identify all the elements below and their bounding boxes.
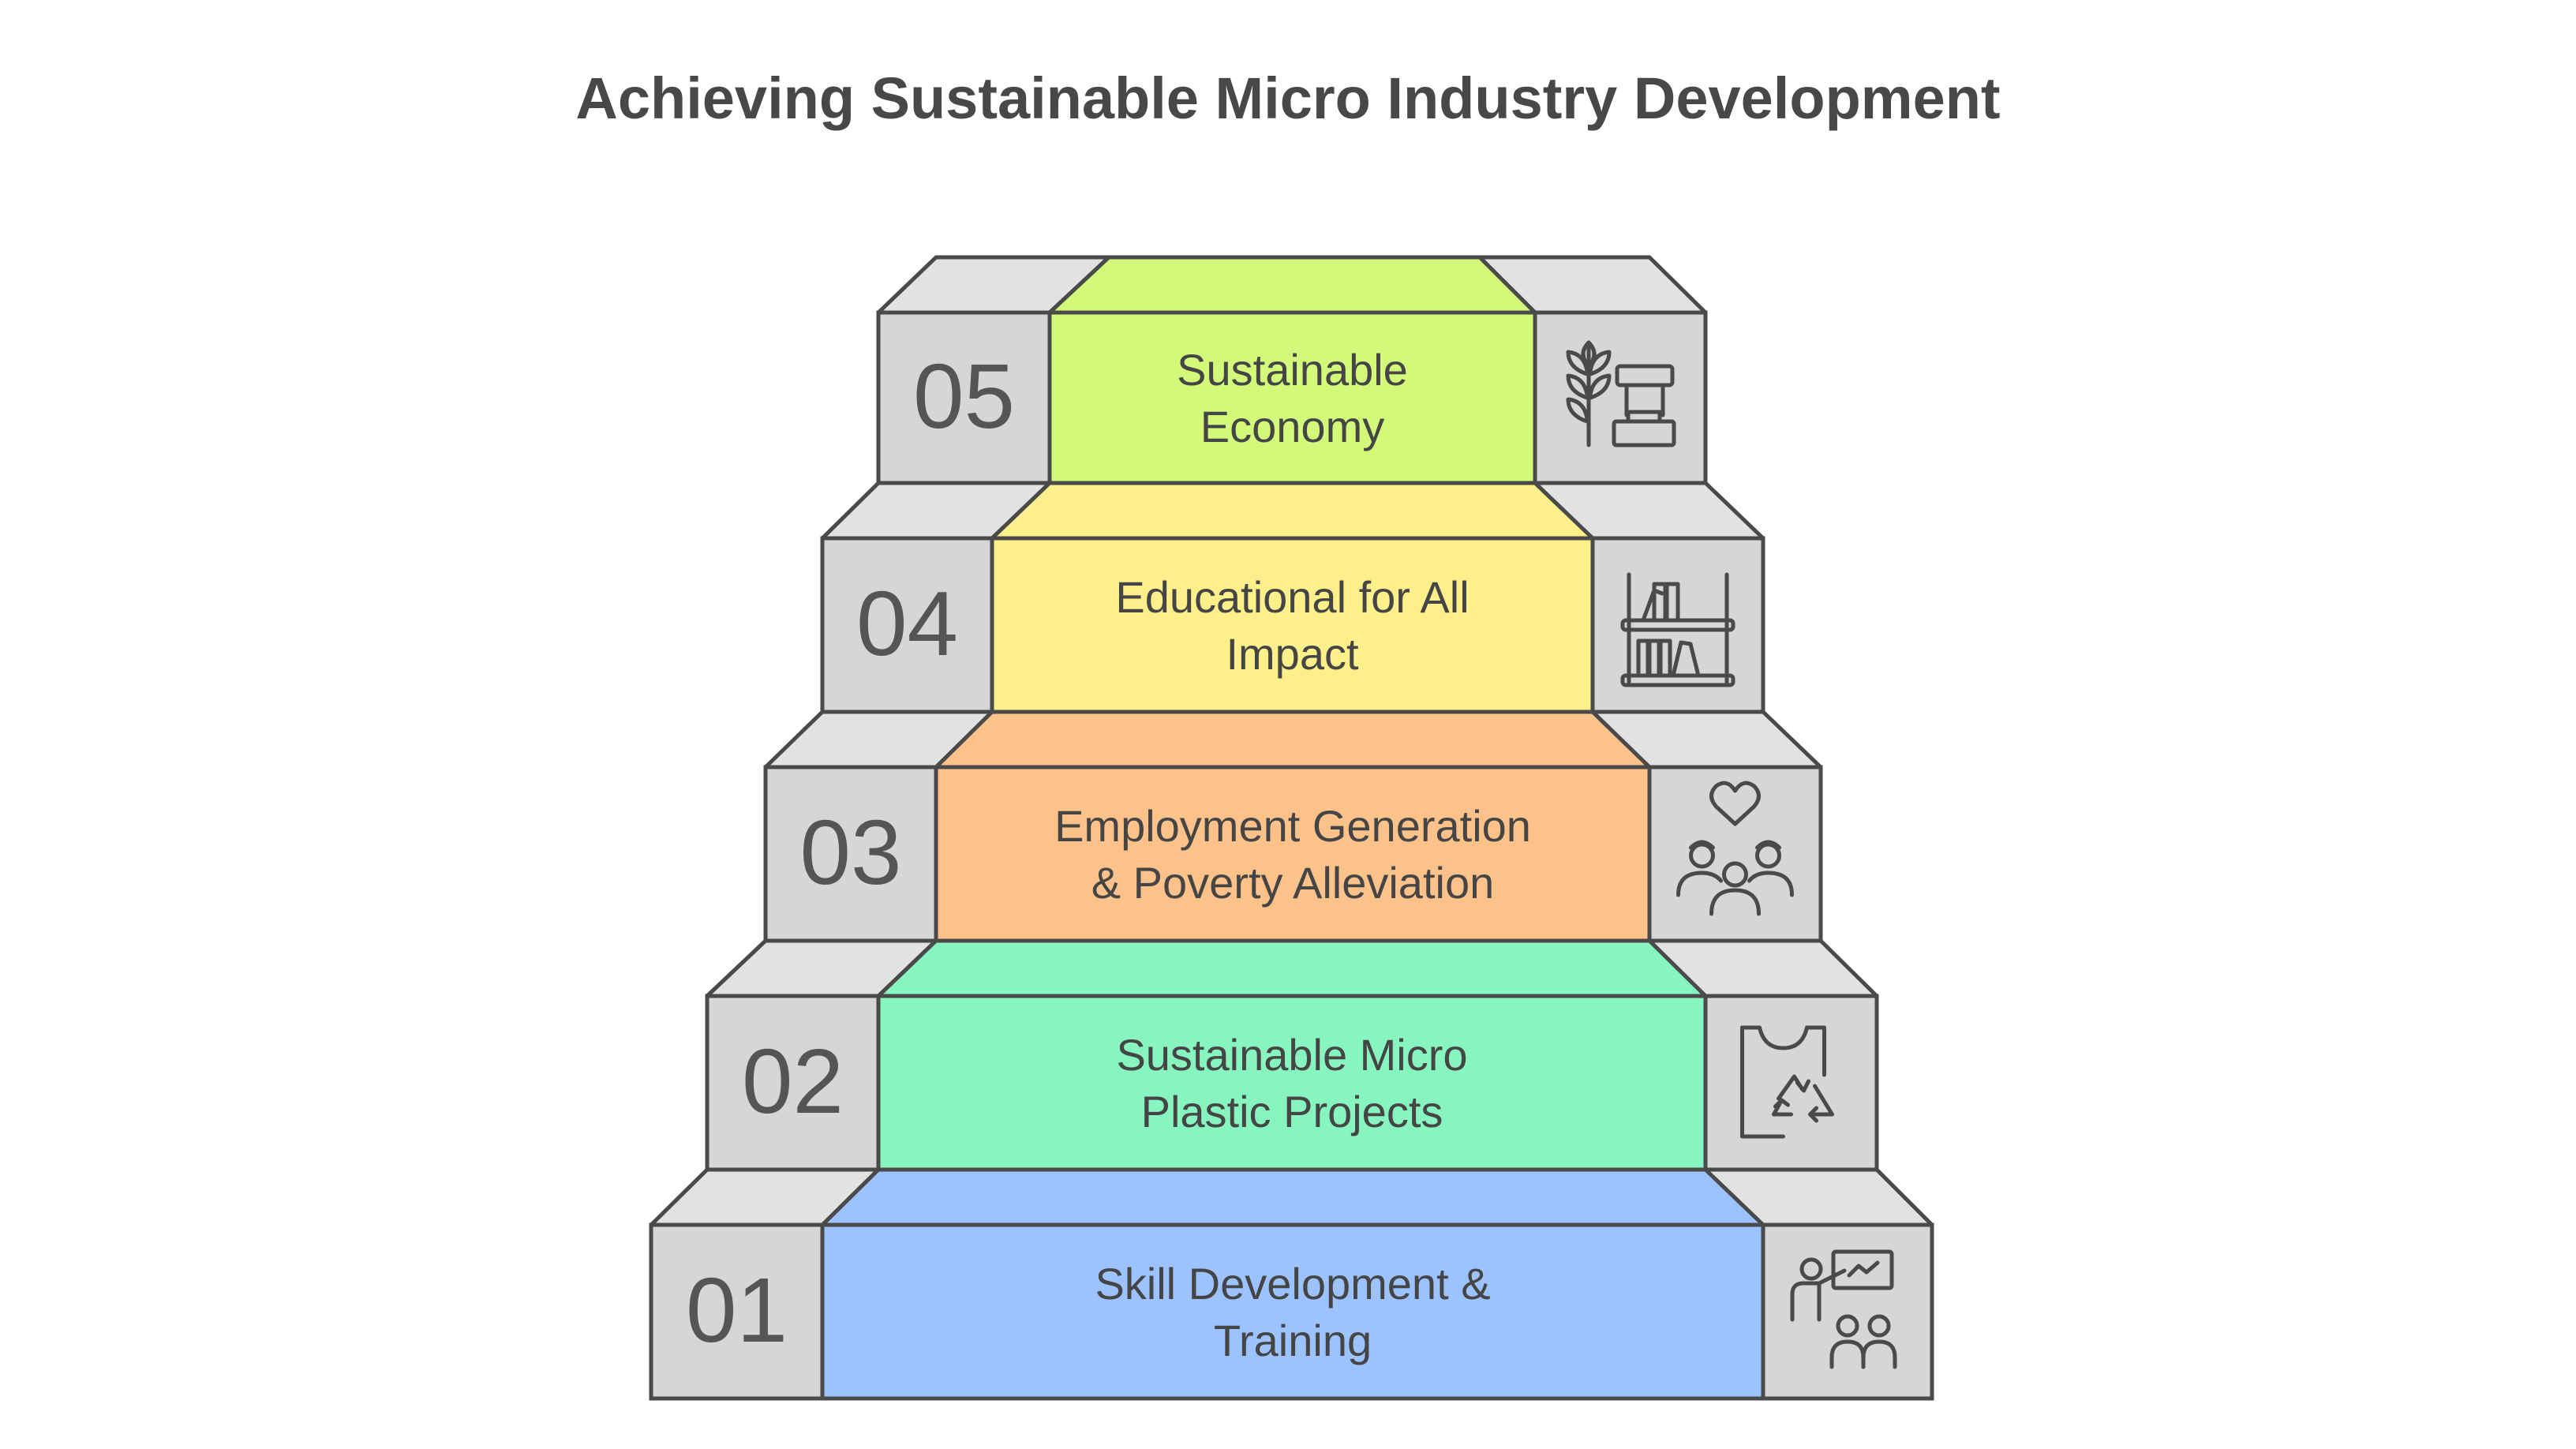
step-label-line: Training — [1214, 1316, 1372, 1365]
step-label-line: Sustainable — [1177, 345, 1408, 395]
teacher-students-icon — [1790, 1249, 1897, 1369]
community-heart-icon — [1676, 781, 1794, 916]
step-number-block — [876, 310, 1052, 485]
step-label-block — [820, 1222, 1765, 1401]
step-04: 04 Educational for All Impact — [820, 481, 1765, 714]
step-label-block — [934, 765, 1652, 943]
step-02: 02 Sustainable Micro Plastic Projects — [705, 938, 1879, 1172]
step-center-tread — [876, 938, 1708, 998]
step-number: 03 — [799, 801, 901, 904]
step-label-line: Impact — [1226, 629, 1358, 679]
step-number: 02 — [742, 1030, 844, 1133]
step-number: 04 — [856, 572, 958, 675]
step-label-line: Sustainable Micro — [1116, 1030, 1467, 1080]
step-center-tread — [1047, 255, 1537, 315]
step-label-block — [1047, 310, 1537, 485]
step-icon-block — [1533, 310, 1708, 485]
wheat-shop-icon — [1566, 340, 1676, 447]
page-title: Achieving Sustainable Micro Industry Dev… — [575, 66, 2001, 131]
step-03: 03 Employment Generation & Poverty Allevia… — [763, 710, 1823, 943]
step-label-block — [876, 994, 1708, 1172]
step-label-line: Plastic Projects — [1141, 1087, 1443, 1136]
step-number-block — [820, 536, 994, 714]
step-05: 05 Sustainable Economy — [876, 255, 1708, 485]
step-label-line: Educational for All — [1115, 572, 1469, 622]
bookshelf-icon — [1620, 572, 1735, 687]
step-center-tread — [820, 1167, 1765, 1227]
step-label-line: Economy — [1200, 402, 1384, 451]
step-number: 05 — [913, 345, 1015, 447]
step-label-line: Skill Development & — [1095, 1259, 1490, 1309]
step-center-tread — [990, 481, 1595, 541]
step-icon-block — [1647, 765, 1823, 943]
step-number-block — [705, 994, 881, 1172]
step-number: 01 — [686, 1259, 788, 1361]
step-label-line: & Poverty Alleviation — [1091, 858, 1494, 908]
step-01: 01 Skill Development & Training — [649, 1167, 1934, 1401]
step-number-block — [649, 1222, 825, 1401]
step-label-block — [990, 536, 1595, 714]
step-icon-block — [1703, 994, 1879, 1172]
recycle-bag-icon — [1740, 1025, 1834, 1139]
step-center-tread — [934, 710, 1652, 769]
step-label-line: Employment Generation — [1054, 801, 1531, 851]
